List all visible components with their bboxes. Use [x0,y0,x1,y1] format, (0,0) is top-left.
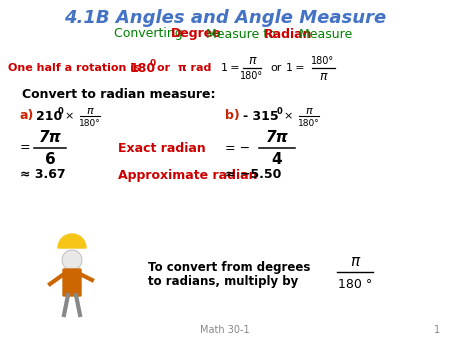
Text: 180°: 180° [240,71,264,81]
Text: 180°: 180° [311,56,334,66]
Text: ≈ −5.50: ≈ −5.50 [225,169,281,182]
FancyBboxPatch shape [63,269,81,296]
Text: 4: 4 [272,151,282,167]
Text: 6: 6 [45,151,55,167]
Circle shape [62,250,82,270]
Text: 210: 210 [36,110,62,122]
Text: =: = [20,142,31,154]
Text: 180°: 180° [79,119,101,127]
Text: 1 =: 1 = [286,63,305,73]
Text: π: π [351,255,360,269]
Text: a): a) [20,110,34,122]
Text: Measure: Measure [294,27,352,41]
Text: Approximate radian: Approximate radian [118,169,257,182]
Text: 180°: 180° [298,119,320,127]
Text: π: π [306,106,312,116]
Text: - 315: - 315 [243,110,279,122]
Text: Exact radian: Exact radian [118,142,206,154]
Text: 180: 180 [130,62,156,74]
Text: 1: 1 [434,325,440,335]
Text: 180 °: 180 ° [338,277,372,290]
Text: = −: = − [225,142,250,154]
Wedge shape [58,234,86,248]
Text: 4.1B Angles and Angle Measure: 4.1B Angles and Angle Measure [64,9,386,27]
Text: to radians, multiply by: to radians, multiply by [148,274,298,288]
Text: 0: 0 [58,106,64,116]
Text: ×: × [283,111,292,121]
Text: 7π: 7π [266,129,288,145]
Text: 1 =: 1 = [221,63,240,73]
Text: ≈ 3.67: ≈ 3.67 [20,169,66,182]
Text: ×: × [64,111,73,121]
Text: π: π [86,106,94,116]
Text: or: or [270,63,281,73]
Text: Radian: Radian [264,27,312,41]
Text: Measure to: Measure to [202,27,279,41]
Text: or  π rad: or π rad [157,63,211,73]
Text: 0: 0 [150,58,156,68]
Text: Converting: Converting [114,27,187,41]
Text: 7π: 7π [39,129,61,145]
Text: Convert to radian measure:: Convert to radian measure: [22,89,216,101]
Text: Degree: Degree [171,27,222,41]
Text: To convert from degrees: To convert from degrees [148,261,310,273]
Text: Math 30-1: Math 30-1 [200,325,250,335]
Text: 0: 0 [277,106,283,116]
Text: b): b) [225,110,240,122]
Text: One half a rotation is: One half a rotation is [8,63,140,73]
Text: π: π [319,70,327,82]
Text: π: π [248,54,256,68]
